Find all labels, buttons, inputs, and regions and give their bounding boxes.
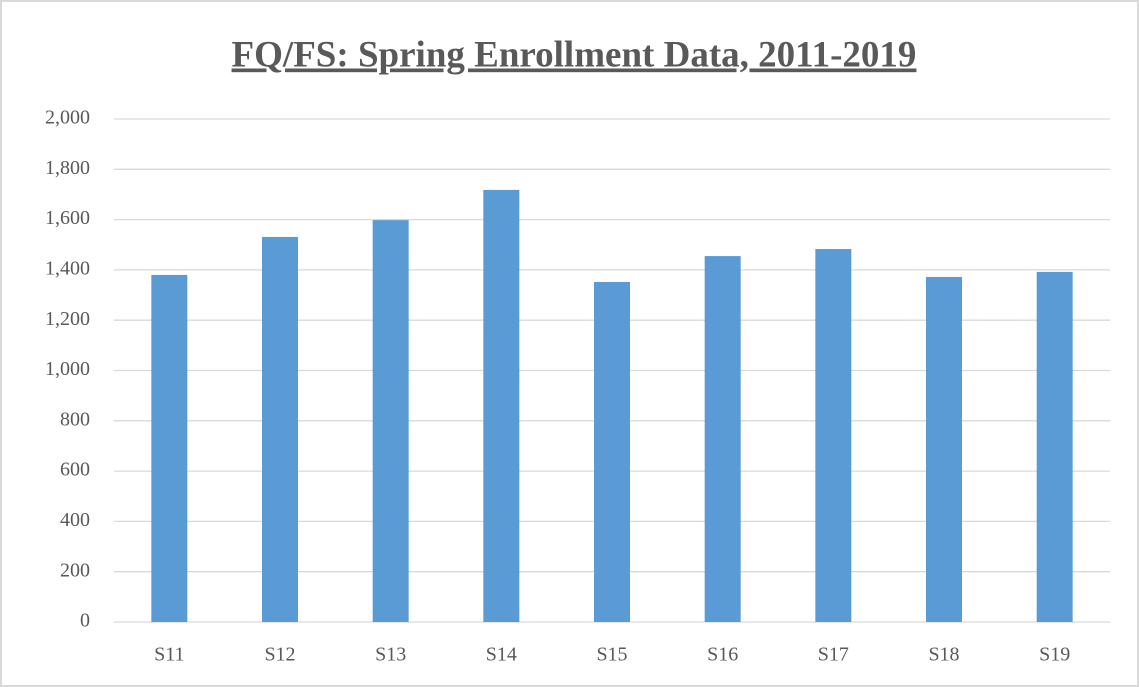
y-tick-label: 1,800 [45, 157, 90, 179]
y-tick-label: 1,000 [45, 358, 90, 380]
x-tick-label: S13 [375, 644, 406, 666]
bar [151, 274, 188, 622]
x-tick-label: S14 [486, 644, 517, 666]
y-tick-label: 0 [80, 610, 90, 632]
chart-title: FQ/FS: Spring Enrollment Data, 2011-2019 [232, 34, 917, 75]
y-tick-label: 600 [60, 459, 90, 481]
bar [1036, 271, 1073, 622]
x-tick-label: S17 [818, 644, 849, 666]
x-tick-label: S11 [154, 644, 184, 666]
bar [372, 220, 409, 622]
bar [704, 256, 741, 622]
bar [594, 281, 630, 622]
y-tick-label: 1,200 [45, 308, 90, 330]
x-tick-label: S12 [264, 644, 295, 666]
x-tick-label: S16 [707, 644, 738, 666]
bar [483, 189, 520, 622]
y-tick-label: 2,000 [45, 107, 90, 129]
x-tick-label: S15 [596, 644, 627, 666]
y-tick-label: 400 [60, 509, 90, 531]
y-tick-label: 1,400 [45, 257, 90, 279]
y-tick-label: 1,600 [45, 207, 90, 229]
bar [815, 249, 852, 622]
bar [262, 236, 298, 623]
x-tick-label: S19 [1039, 644, 1070, 666]
bar [926, 276, 962, 622]
y-tick-label: 200 [60, 559, 90, 581]
y-tick-label: 800 [60, 408, 90, 430]
x-tick-label: S18 [928, 644, 959, 666]
